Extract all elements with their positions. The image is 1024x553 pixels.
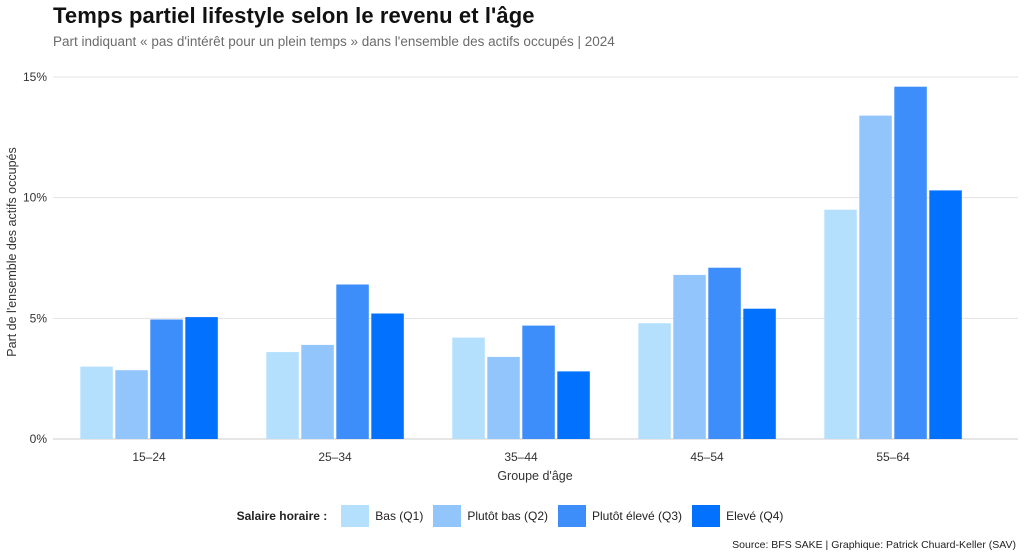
bar bbox=[150, 319, 183, 439]
chart-title: Temps partiel lifestyle selon le revenu … bbox=[53, 3, 535, 28]
x-tick-label: 35–44 bbox=[504, 450, 538, 464]
y-tick-label: 5% bbox=[30, 311, 48, 325]
legend-label: Bas (Q1) bbox=[375, 509, 424, 523]
x-tick-label: 25–34 bbox=[318, 450, 352, 464]
legend-title: Salaire horaire : bbox=[236, 509, 328, 523]
bar bbox=[929, 190, 962, 439]
bar bbox=[452, 337, 485, 439]
x-tick-label: 45–54 bbox=[690, 450, 724, 464]
y-axis-ticks: 0% 5% 10% 15% bbox=[23, 70, 47, 446]
legend-label: Plutôt bas (Q2) bbox=[467, 509, 549, 523]
bar bbox=[824, 209, 857, 439]
bar bbox=[894, 86, 927, 439]
bar bbox=[80, 366, 113, 439]
bars bbox=[80, 86, 962, 439]
x-axis-ticks: 15–24 25–34 35–44 45–54 55–64 bbox=[132, 450, 910, 464]
bar bbox=[638, 323, 671, 439]
bar bbox=[859, 115, 892, 439]
y-tick-label: 0% bbox=[30, 432, 48, 446]
y-axis-title: Part de l'ensemble des actifs occupés bbox=[5, 147, 19, 356]
bar bbox=[557, 371, 590, 439]
bar bbox=[266, 352, 299, 439]
x-axis-title: Groupe d'âge bbox=[497, 469, 572, 483]
source-note: Source: BFS SAKE | Graphique: Patrick Ch… bbox=[732, 539, 1016, 551]
legend-label: Plutôt élevé (Q3) bbox=[592, 509, 683, 523]
chart-subtitle: Part indiquant « pas d'intérêt pour un p… bbox=[53, 34, 615, 49]
bar bbox=[743, 308, 776, 439]
y-tick-label: 10% bbox=[23, 191, 47, 205]
bar bbox=[673, 274, 706, 439]
bar bbox=[371, 313, 404, 439]
bar bbox=[115, 370, 148, 439]
bar bbox=[185, 317, 218, 439]
legend-items: Bas (Q1) Plutôt bas (Q2) Plutôt élevé (Q3)… bbox=[335, 505, 787, 527]
bar bbox=[708, 267, 741, 439]
bar bbox=[487, 356, 520, 439]
legend: Salaire horaire : Bas (Q1) Plutôt bas (Q2… bbox=[0, 505, 1024, 527]
y-tick-label: 15% bbox=[23, 70, 47, 84]
legend-item: Bas (Q1) bbox=[341, 505, 423, 527]
x-tick-label: 55–64 bbox=[876, 450, 910, 464]
legend-swatch bbox=[341, 505, 370, 527]
legend-swatch bbox=[558, 505, 587, 527]
x-tick-label: 15–24 bbox=[132, 450, 166, 464]
legend-item: Plutôt élevé (Q3) bbox=[558, 505, 682, 527]
legend-item: Elevé (Q4) bbox=[692, 505, 783, 527]
legend-swatch bbox=[692, 505, 721, 527]
bar bbox=[301, 344, 334, 439]
bar bbox=[336, 284, 369, 439]
legend-swatch bbox=[433, 505, 462, 527]
bar-chart: 0% 5% 10% 15% 15–24 25–34 35–44 45–54 55–64 Gro… bbox=[5, 70, 1018, 483]
legend-label: Elevé (Q4) bbox=[726, 509, 784, 523]
bar bbox=[522, 325, 555, 439]
legend-item: Plutôt bas (Q2) bbox=[433, 505, 548, 527]
